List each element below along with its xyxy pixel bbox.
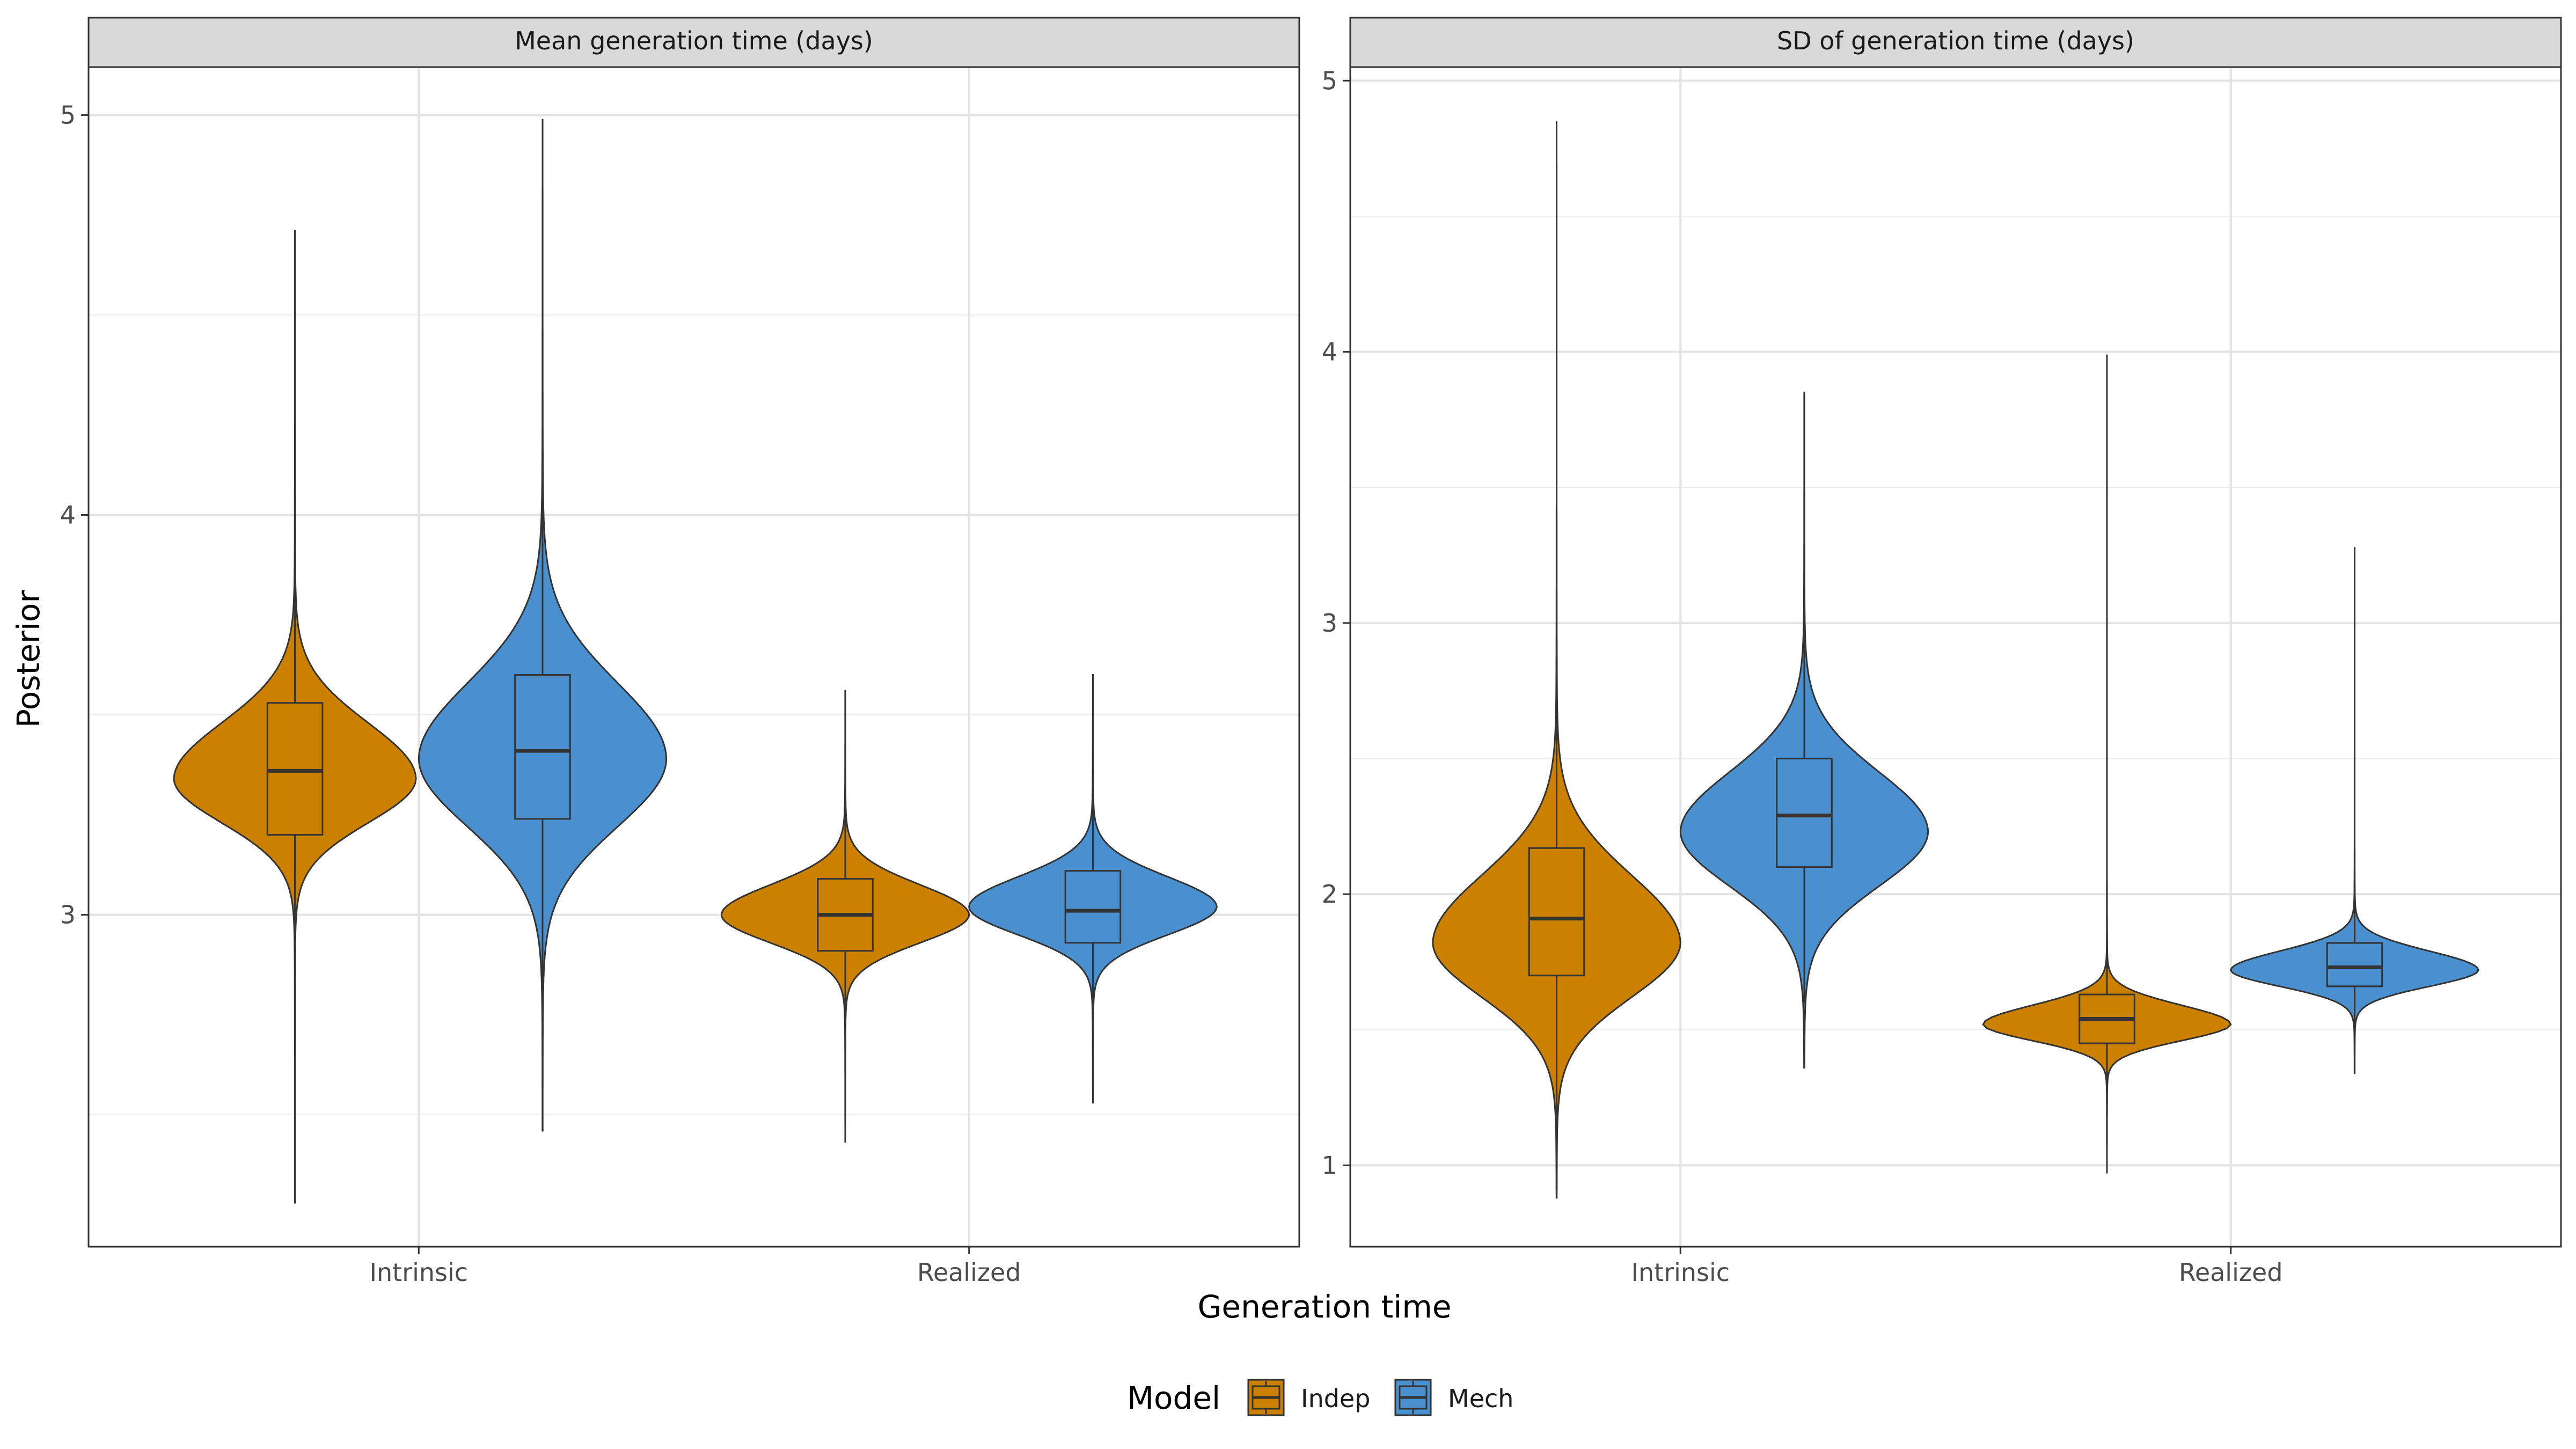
grid-lines <box>1350 67 2561 1247</box>
legend-key-mech: Mech <box>1394 1379 1513 1416</box>
violin-realized-mech <box>968 674 1218 1104</box>
violin-shape <box>173 230 417 1204</box>
violin-shape <box>720 690 970 1143</box>
x-tick-label-realized: Realized <box>2179 1258 2283 1287</box>
violin-intrinsic-indep <box>173 230 417 1204</box>
y-tick-label: 3 <box>1322 609 1337 638</box>
y-tick-label: 5 <box>60 100 76 129</box>
iqr-box <box>2326 942 2383 987</box>
strip-background <box>87 17 1300 68</box>
x-tick-label-intrinsic: Intrinsic <box>1631 1258 1730 1287</box>
legend-key-indep: Indep <box>1247 1379 1370 1416</box>
panel-mean-generation-time: Mean generation time (days) 3 4 5 Intrinsi… <box>60 17 1300 1287</box>
data-marks <box>1432 121 2479 1199</box>
panel-border <box>1349 66 2562 1248</box>
legend: Model Indep Mech <box>1127 1379 1513 1416</box>
iqr-box <box>514 674 571 820</box>
x-tick-label-intrinsic: Intrinsic <box>369 1258 468 1287</box>
x-axis-ticks: Intrinsic Realized <box>1631 1247 2283 1287</box>
violin-shape <box>968 674 1218 1104</box>
x-tick-label-realized: Realized <box>917 1258 1021 1287</box>
strip-title: SD of generation time (days) <box>1777 26 2134 55</box>
x-axis-ticks: Intrinsic Realized <box>369 1247 1021 1287</box>
panel-sd-generation-time: SD of generation time (days) 1 2 3 4 5 Intri… <box>1322 17 2562 1287</box>
x-axis-title: Generation time <box>1197 1289 1451 1325</box>
violin-realized-indep <box>1982 354 2232 1174</box>
y-axis-ticks: 1 2 3 4 5 <box>1322 66 1350 1180</box>
violin-shape <box>1982 354 2232 1174</box>
strip-title: Mean generation time (days) <box>515 26 873 55</box>
y-axis-title: Posterior <box>10 590 47 728</box>
violin-intrinsic-mech <box>418 119 668 1132</box>
legend-title: Model <box>1127 1380 1220 1416</box>
violin-realized-indep <box>720 690 970 1143</box>
y-tick-label: 5 <box>1322 66 1337 95</box>
y-tick-label: 3 <box>60 901 76 930</box>
y-tick-label: 2 <box>1322 880 1337 909</box>
legend-label-indep: Indep <box>1301 1384 1370 1413</box>
panel-border <box>87 66 1300 1248</box>
violin-intrinsic-indep <box>1432 121 1681 1199</box>
iqr-box <box>266 702 324 836</box>
iqr-box <box>1528 847 1585 977</box>
legend-label-mech: Mech <box>1448 1384 1513 1413</box>
strip-background <box>1349 17 2562 68</box>
iqr-box <box>1064 870 1122 944</box>
y-axis-ticks: 3 4 5 <box>60 100 89 930</box>
y-tick-label: 4 <box>1322 338 1337 367</box>
y-tick-label: 1 <box>1322 1151 1337 1180</box>
violin-realized-mech <box>2230 547 2479 1074</box>
data-marks <box>173 119 1218 1204</box>
violin-intrinsic-mech <box>1679 391 1929 1069</box>
y-tick-label: 4 <box>60 500 76 529</box>
iqr-box <box>1776 757 1833 868</box>
